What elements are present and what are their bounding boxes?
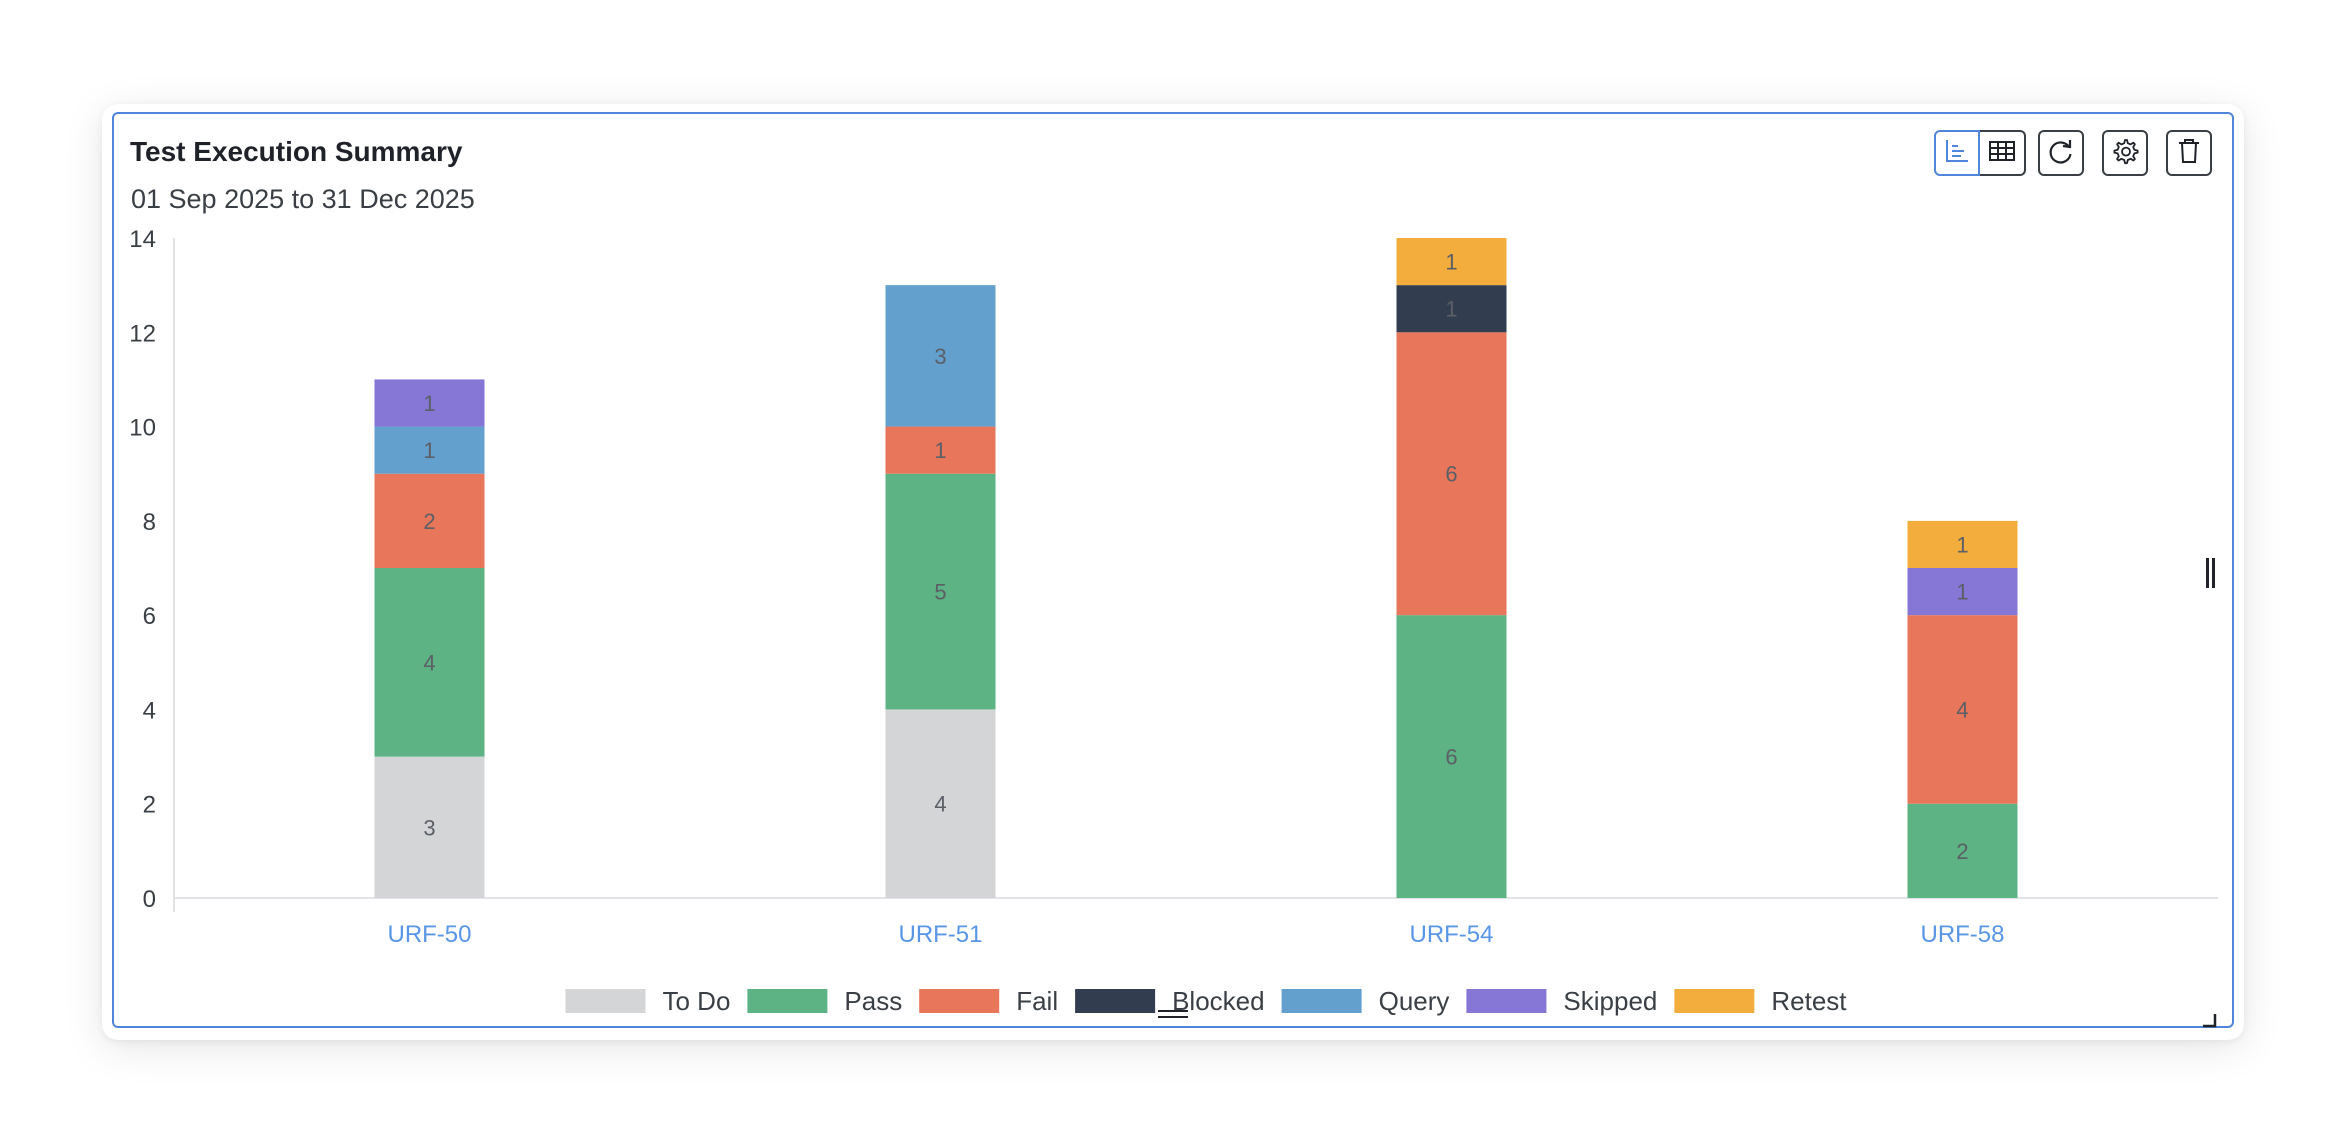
bar-data-label: 6	[1445, 462, 1457, 487]
y-tick-label: 14	[129, 226, 156, 253]
bar-data-label: 1	[1445, 250, 1457, 275]
bar-data-label: 1	[1445, 297, 1457, 322]
table-view-button[interactable]	[1980, 130, 2026, 176]
bar-segment-pass	[1907, 803, 2018, 898]
y-tick-label: 12	[129, 320, 156, 347]
settings-button[interactable]	[2102, 130, 2148, 176]
bar-data-label: 4	[1956, 697, 1968, 722]
gear-icon	[2111, 137, 2139, 170]
legend-label: Retest	[1771, 986, 1847, 1016]
trash-icon	[2176, 137, 2202, 170]
resize-handle-right[interactable]	[2206, 558, 2216, 588]
resize-corner-handle[interactable]	[2201, 1012, 2217, 1028]
delete-button[interactable]	[2166, 130, 2212, 176]
bar-data-label: 1	[1956, 532, 1968, 557]
widget-selection-frame	[112, 112, 2234, 1028]
bar-segment-to-do	[885, 709, 996, 898]
bar-segment-pass	[374, 568, 485, 757]
legend-label: Fail	[1016, 986, 1058, 1016]
bar-data-label: 6	[1445, 745, 1457, 770]
x-category-label: URF-51	[898, 921, 982, 948]
y-tick-label: 10	[129, 415, 156, 442]
bar-chart-icon	[1944, 138, 1970, 169]
bar-data-label: 1	[934, 438, 946, 463]
y-tick-label: 8	[143, 509, 156, 536]
bar-data-label: 2	[1956, 839, 1968, 864]
y-tick-label: 0	[143, 886, 156, 913]
legend-label: Pass	[844, 986, 902, 1016]
legend-swatch-retest	[1674, 989, 1755, 1013]
y-tick-label: 4	[143, 697, 156, 724]
bar-data-label: 3	[423, 815, 435, 840]
legend-swatch-skipped	[1466, 989, 1547, 1013]
resize-handle-bottom[interactable]	[1158, 1010, 1188, 1020]
legend-swatch-fail	[919, 989, 1000, 1013]
bar-data-label: 4	[934, 792, 946, 817]
bar-data-label: 1	[423, 438, 435, 463]
x-category-label: URF-54	[1409, 921, 1493, 948]
chart-view-button[interactable]	[1934, 130, 1980, 176]
x-category-label: URF-50	[387, 921, 471, 948]
x-category-label: URF-58	[1920, 921, 2004, 948]
bar-segment-blocked	[1396, 285, 1507, 333]
y-tick-label: 6	[143, 603, 156, 630]
bar-segment-to-do	[374, 756, 485, 898]
legend-swatch-blocked	[1075, 989, 1156, 1013]
bar-segment-query	[885, 285, 996, 427]
bar-data-label: 1	[1956, 580, 1968, 605]
bar-segment-fail	[374, 473, 485, 568]
widget-title: Test Execution Summary	[130, 136, 463, 167]
y-tick-label: 2	[143, 792, 156, 819]
bar-segment-pass	[885, 473, 996, 710]
legend-swatch-to-do	[565, 989, 646, 1013]
bar-segment-retest	[1907, 520, 2018, 568]
bar-segment-retest	[1396, 238, 1507, 286]
refresh-icon	[2047, 137, 2075, 170]
bar-segment-skipped	[1907, 568, 2018, 616]
bar-data-label: 5	[934, 580, 946, 605]
bar-data-label: 2	[423, 509, 435, 534]
bar-segment-fail	[1396, 332, 1507, 616]
bar-segment-fail	[1907, 615, 2018, 804]
legend-label: To Do	[662, 986, 730, 1016]
date-range: 01 Sep 2025 to 31 Dec 2025	[131, 184, 475, 214]
legend-label: Skipped	[1563, 986, 1657, 1016]
bar-segment-query	[374, 426, 485, 474]
bar-segment-pass	[1396, 615, 1507, 898]
bar-data-label: 4	[423, 650, 435, 675]
legend-swatch-query	[1281, 989, 1362, 1013]
bar-segment-fail	[885, 426, 996, 474]
table-icon	[1988, 139, 2016, 168]
legend-swatch-pass	[747, 989, 828, 1013]
legend-label: Query	[1379, 986, 1450, 1016]
bar-data-label: 1	[423, 391, 435, 416]
bar-data-label: 3	[934, 344, 946, 369]
refresh-button[interactable]	[2038, 130, 2084, 176]
bar-segment-skipped	[374, 379, 485, 427]
